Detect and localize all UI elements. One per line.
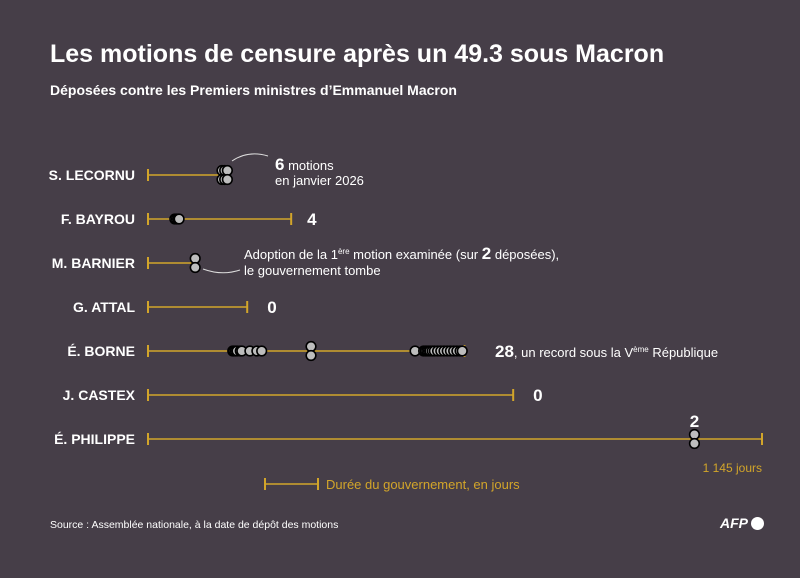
row-label: S. LECORNU [49,167,135,183]
row-m-barnier: M. BARNIER Adoption de la 1ère motion exa… [52,244,559,278]
note-label-2: le gouvernement tombe [244,263,381,278]
count-label: 6 motions [275,155,334,174]
row-g-attal: G. ATTAL 0 [73,298,277,317]
logo-text: AFP [720,515,748,531]
count-label: 0 [267,298,276,317]
row-label: M. BARNIER [52,255,135,271]
legend-label: Durée du gouvernement, en jours [326,477,520,492]
motion-dot [189,252,201,265]
motion-dot [688,437,701,450]
logo-dot-icon [751,517,765,530]
chart-title: Les motions de censure après un 49.3 sou… [50,40,665,68]
xmax-label: 1 145 jours [703,461,762,475]
count-label: 2 [690,412,699,431]
motion-dot [305,340,317,353]
motion-dot [221,164,233,177]
row-label: É. BORNE [67,343,135,359]
row-f-bayrou: F. BAYROU 4 [61,210,317,229]
motion-dot [221,173,233,186]
row-label: É. PHILIPPE [54,431,135,447]
row--borne: É. BORNE 28, un record sous la Vème Répub… [67,340,718,362]
motion-dot [688,428,701,441]
arrow-icon [231,153,269,162]
row-label: F. BAYROU [61,211,135,227]
afp-logo: AFP [720,515,765,531]
count-label: 4 [307,210,317,229]
motion-dot [173,213,185,225]
motion-dot [305,349,317,362]
motion-dot [256,345,268,357]
row--philippe: É. PHILIPPE 2 1 145 jours [54,412,763,475]
row-j-castex: J. CASTEX 0 [63,386,543,405]
note-label: en janvier 2026 [275,173,364,188]
source-note: Source : Assemblée nationale, à la date … [50,519,339,531]
row-label: J. CASTEX [63,387,136,403]
motion-dot [456,345,468,357]
legend: Durée du gouvernement, en jours [264,477,520,492]
row-label: G. ATTAL [73,299,135,315]
arrow-icon [202,268,241,274]
count-label: 28, un record sous la Vème République [495,342,718,361]
count-label: 0 [533,386,542,405]
note-label: Adoption de la 1ère motion examinée (sur… [244,244,559,263]
motion-dot [189,261,201,274]
chart-subtitle: Déposées contre les Premiers ministres d… [50,82,457,98]
